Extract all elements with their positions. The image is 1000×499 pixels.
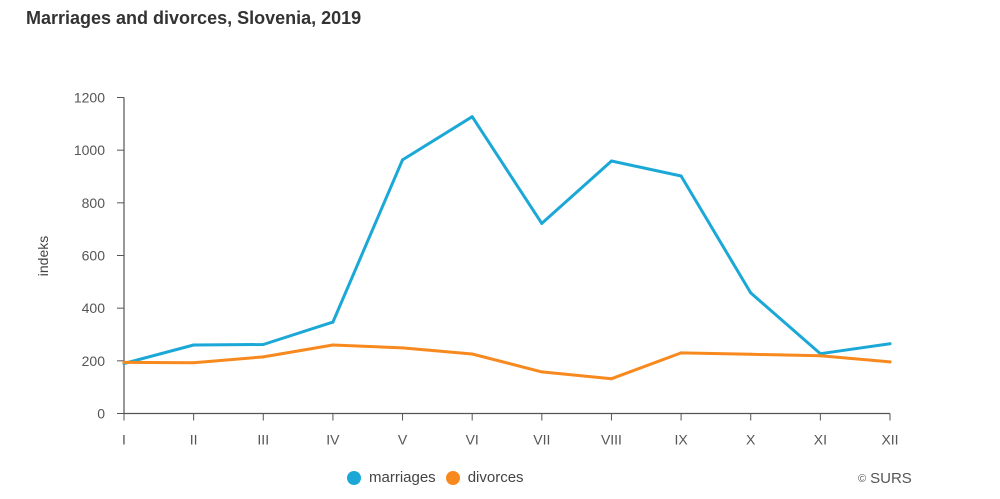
data-point-divorces[interactable] bbox=[470, 352, 474, 356]
x-tick-label: V bbox=[398, 432, 408, 448]
data-point-marriages[interactable] bbox=[470, 115, 474, 119]
legend-label-divorces: divorces bbox=[467, 469, 524, 486]
legend-item-marriages[interactable]: marriages bbox=[347, 469, 436, 486]
x-tick-label: VI bbox=[466, 432, 479, 448]
credit[interactable]: © SURS bbox=[858, 470, 912, 487]
y-tick-label: 200 bbox=[82, 353, 106, 369]
data-point-marriages[interactable] bbox=[261, 343, 265, 347]
data-point-divorces[interactable] bbox=[192, 361, 196, 365]
data-point-divorces[interactable] bbox=[261, 355, 265, 359]
x-tick-label: IX bbox=[674, 432, 688, 448]
data-point-marriages[interactable] bbox=[609, 159, 613, 163]
chart-title: Marriages and divorces, Slovenia, 2019 bbox=[26, 8, 362, 28]
data-point-marriages[interactable] bbox=[331, 320, 335, 324]
x-tick-label: VII bbox=[533, 432, 550, 448]
x-axis: I II III IV V VI VII VIII IX X XI XII bbox=[122, 412, 899, 448]
y-tick-label: 800 bbox=[82, 195, 106, 211]
legend-marker-divorces bbox=[445, 470, 460, 485]
series-divorces bbox=[122, 343, 892, 381]
x-tick-label: II bbox=[190, 432, 198, 448]
data-point-divorces[interactable] bbox=[122, 360, 126, 364]
data-point-marriages[interactable] bbox=[540, 221, 544, 225]
y-tick-label: 0 bbox=[97, 406, 105, 422]
x-tick-label: IV bbox=[326, 432, 340, 448]
credit-text: SURS bbox=[870, 470, 912, 487]
data-point-divorces[interactable] bbox=[609, 377, 613, 381]
legend-item-divorces[interactable]: divorces bbox=[445, 469, 524, 486]
x-tick-label: XII bbox=[881, 432, 898, 448]
copyright-icon: © bbox=[858, 472, 867, 485]
x-tick-label: X bbox=[746, 432, 756, 448]
data-point-divorces[interactable] bbox=[401, 346, 405, 350]
data-point-divorces[interactable] bbox=[679, 351, 683, 355]
data-point-divorces[interactable] bbox=[331, 343, 335, 347]
data-point-divorces[interactable] bbox=[540, 370, 544, 374]
x-tick-label: VIII bbox=[601, 432, 622, 448]
data-point-divorces[interactable] bbox=[818, 354, 822, 358]
data-point-marriages[interactable] bbox=[749, 291, 753, 295]
data-point-divorces[interactable] bbox=[888, 360, 892, 364]
data-point-divorces[interactable] bbox=[749, 352, 753, 356]
legend: marriages divorces bbox=[347, 469, 534, 486]
data-point-marriages[interactable] bbox=[679, 174, 683, 178]
y-tick-label: 1200 bbox=[74, 90, 105, 106]
x-tick-label: XI bbox=[814, 432, 827, 448]
y-axis: 0 200 400 600 800 1000 1200 bbox=[74, 90, 125, 422]
x-tick-label: I bbox=[122, 432, 126, 448]
series-layer bbox=[122, 115, 892, 381]
legend-marker-marriages bbox=[347, 470, 361, 485]
data-point-marriages[interactable] bbox=[888, 342, 892, 346]
data-point-marriages[interactable] bbox=[192, 343, 196, 347]
legend-label-marriages: marriages bbox=[369, 469, 436, 486]
y-tick-label: 1000 bbox=[74, 142, 105, 158]
y-axis-title: indeks bbox=[35, 236, 51, 276]
series-marriages bbox=[122, 115, 892, 365]
y-tick-label: 600 bbox=[82, 248, 106, 264]
x-tick-label: III bbox=[257, 432, 269, 448]
series-line-marriages[interactable] bbox=[122, 115, 892, 365]
series-line-divorces[interactable] bbox=[122, 343, 892, 381]
data-point-marriages[interactable] bbox=[401, 158, 405, 162]
y-tick-label: 400 bbox=[82, 300, 106, 316]
